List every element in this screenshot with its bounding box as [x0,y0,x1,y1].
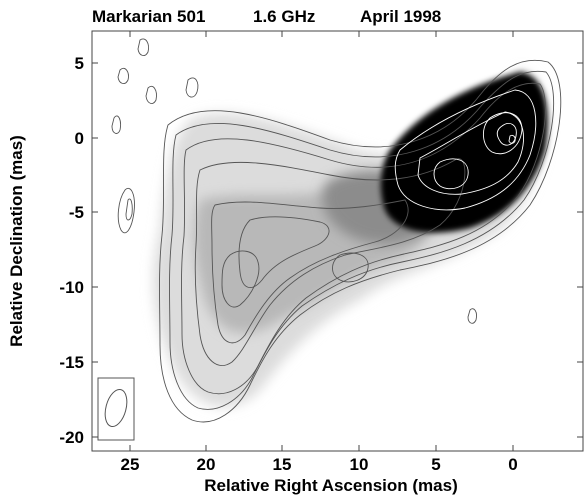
title-date: April 1998 [360,7,441,26]
y-axis-label: Relative Declination (mas) [7,135,26,347]
y-tick-label: -5 [69,203,84,222]
x-tick-label: 5 [431,455,440,474]
core-contours [394,89,537,211]
title-frequency: 1.6 GHz [253,7,315,26]
y-tick-label: 0 [75,129,84,148]
y-tick-label: -10 [59,278,84,297]
x-tick-label: 10 [350,455,369,474]
y-tick-label: 5 [75,54,84,73]
beam-ellipse-icon [104,388,128,428]
y-tick-label: -15 [59,353,84,372]
x-tick-label: 20 [197,455,216,474]
x-tick-label: 25 [121,455,140,474]
title-source: Markarian 501 [92,7,205,26]
beam-inset [97,377,135,441]
y-tick-label: -20 [59,428,84,447]
x-tick-label: 0 [508,455,517,474]
plot-area [92,31,583,451]
x-axis-label: Relative Right Ascension (mas) [204,476,458,495]
outer-contours [111,38,562,423]
x-tick-label: 15 [273,455,292,474]
plot-frame [91,30,584,452]
axis-ticks [92,31,583,451]
